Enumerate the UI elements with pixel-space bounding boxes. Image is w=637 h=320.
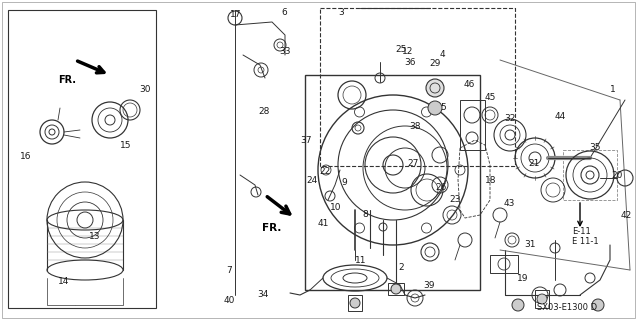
Text: 5: 5 [440,103,446,112]
Circle shape [537,294,547,304]
Text: E-11: E-11 [572,228,590,236]
Text: 23: 23 [450,196,461,204]
Text: E 11-1: E 11-1 [572,237,599,246]
Text: 25: 25 [396,45,407,54]
Bar [348,295,362,311]
Circle shape [391,284,401,294]
Text: 4: 4 [440,50,445,59]
Text: 27: 27 [407,159,419,168]
Text: FR.: FR. [58,75,76,85]
Text: 45: 45 [485,93,496,102]
Text: 13: 13 [89,232,100,241]
Bar [535,290,549,308]
Text: 8: 8 [362,210,369,219]
Text: 9: 9 [341,178,347,187]
Text: 14: 14 [58,277,69,286]
Text: 36: 36 [404,58,415,67]
Text: 37: 37 [300,136,311,145]
Text: 10: 10 [330,204,341,212]
Text: 33: 33 [280,47,291,56]
Text: 43: 43 [504,199,515,208]
Text: SX03-E1300 D: SX03-E1300 D [537,303,597,313]
Text: 40: 40 [224,296,235,305]
Text: 20: 20 [611,172,622,180]
Text: 30: 30 [140,85,151,94]
Text: FR.: FR. [262,223,282,233]
Text: 26: 26 [436,183,447,192]
Bar [563,150,617,200]
Text: 28: 28 [259,108,270,116]
Bar [388,283,404,295]
Text: 11: 11 [355,256,367,265]
Text: 6: 6 [282,8,288,17]
Bar [8,10,156,308]
Text: 44: 44 [555,112,566,121]
Circle shape [426,79,444,97]
Text: 15: 15 [120,141,132,150]
Text: 1: 1 [610,85,616,94]
Text: 29: 29 [429,60,441,68]
Bar [490,255,518,273]
Text: 22: 22 [319,167,331,176]
Text: 24: 24 [306,176,318,185]
Text: 32: 32 [504,114,515,123]
Text: 41: 41 [318,220,329,228]
Text: 12: 12 [402,47,413,56]
Bar [320,8,515,166]
Text: 21: 21 [528,159,540,168]
Text: 46: 46 [464,80,475,89]
Text: 35: 35 [589,143,601,152]
Circle shape [592,299,604,311]
Text: 16: 16 [20,152,31,161]
Text: 3: 3 [338,8,344,17]
Text: 18: 18 [485,176,496,185]
Text: 38: 38 [409,122,420,131]
Circle shape [350,298,360,308]
Bar [460,100,485,150]
Text: 2: 2 [399,263,404,272]
Bar [305,75,480,290]
Text: 39: 39 [423,281,434,290]
Text: 31: 31 [524,240,536,249]
Text: 42: 42 [620,212,632,220]
Text: 34: 34 [257,290,269,299]
Circle shape [512,299,524,311]
Text: 17: 17 [230,10,241,19]
Circle shape [428,101,442,115]
Text: 7: 7 [226,266,233,275]
Text: 19: 19 [517,274,528,283]
